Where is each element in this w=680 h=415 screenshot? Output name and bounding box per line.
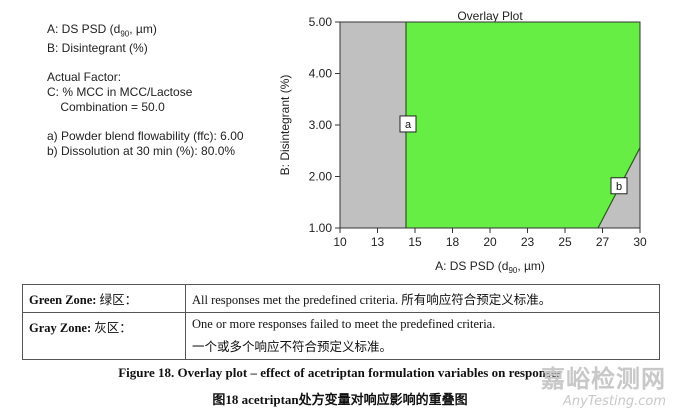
boundary-label-a: a [405, 119, 412, 131]
y-tick-label: 5.00 [309, 15, 333, 29]
x-tick-label: 15 [408, 235, 422, 249]
watermark: 嘉峪检测网 AnyTesting.com [541, 359, 666, 409]
chart-title: Overlay Plot [457, 9, 523, 23]
zone-name-cell: Gray Zone: 灰区： [22, 312, 186, 360]
actual-factor-c-line1: C: % MCC in MCC/Lactose [47, 85, 193, 100]
response-b-criterion: b) Dissolution at 30 min (%): 80.0% [47, 144, 236, 159]
x-tick-label: 13 [371, 235, 385, 249]
y-tick-label: 3.00 [309, 118, 333, 132]
factor-b-label: B: Disintegrant (%) [47, 41, 148, 56]
zone-description-cell: One or more responses failed to meet the… [185, 312, 660, 360]
boundary-label-b: b [616, 181, 622, 193]
x-tick-label: 25 [558, 235, 572, 249]
actual-factor-heading: Actual Factor: [47, 70, 122, 85]
figure-caption-cn: 图18 acetriptan处方变量对响应影响的重叠图 [212, 392, 468, 407]
y-tick-label: 4.00 [309, 67, 333, 81]
y-tick-label: 2.00 [309, 170, 333, 184]
response-a-criterion: a) Powder blend flowability (ffc): 6.00 [47, 129, 244, 144]
x-axis-label: A: DS PSD (d90, µm) [435, 259, 545, 275]
overlay-plot: Overlay Plot a b 10 13 15 18 20 23 25 27 30 1.00 2.… [278, 9, 647, 275]
green-zone-region [406, 22, 640, 228]
x-tick-label: 20 [483, 235, 497, 249]
x-tick-label: 27 [596, 235, 610, 249]
actual-factor-c-line2: Combination = 50.0 [47, 100, 165, 115]
y-tick-label: 1.00 [309, 221, 333, 235]
watermark-en: AnyTesting.com [562, 394, 666, 409]
zone-description-cell: All responses met the predefined criteri… [185, 284, 660, 313]
table-row-green: Green Zone: 绿区： All responses met the pr… [22, 284, 660, 313]
gray-zone-region [340, 22, 406, 228]
y-axis-label: B: Disintegrant (%) [278, 75, 292, 176]
factor-a-label: A: DS PSD (d90, µm) [47, 22, 157, 39]
factor-legend: A: DS PSD (d90, µm) B: Disintegrant (%) … [47, 22, 244, 159]
x-tick-label: 23 [521, 235, 535, 249]
x-tick-label: 10 [333, 235, 347, 249]
boundary-label-a-box [399, 115, 417, 133]
plot-frame [339, 21, 641, 229]
zone-name-cell: Green Zone: 绿区： [22, 284, 186, 313]
table-row-gray: Gray Zone: 灰区： One or more responses fai… [22, 312, 660, 360]
x-tick-label: 18 [446, 235, 460, 249]
x-tick-label: 30 [633, 235, 647, 249]
zone-legend-table: Green Zone: 绿区： All responses met the pr… [22, 284, 660, 360]
figure-caption-en: Figure 18. Overlay plot – effect of acet… [118, 365, 562, 380]
watermark-cn: 嘉峪检测网 [541, 365, 666, 393]
boundary-label-b-box [610, 177, 628, 195]
